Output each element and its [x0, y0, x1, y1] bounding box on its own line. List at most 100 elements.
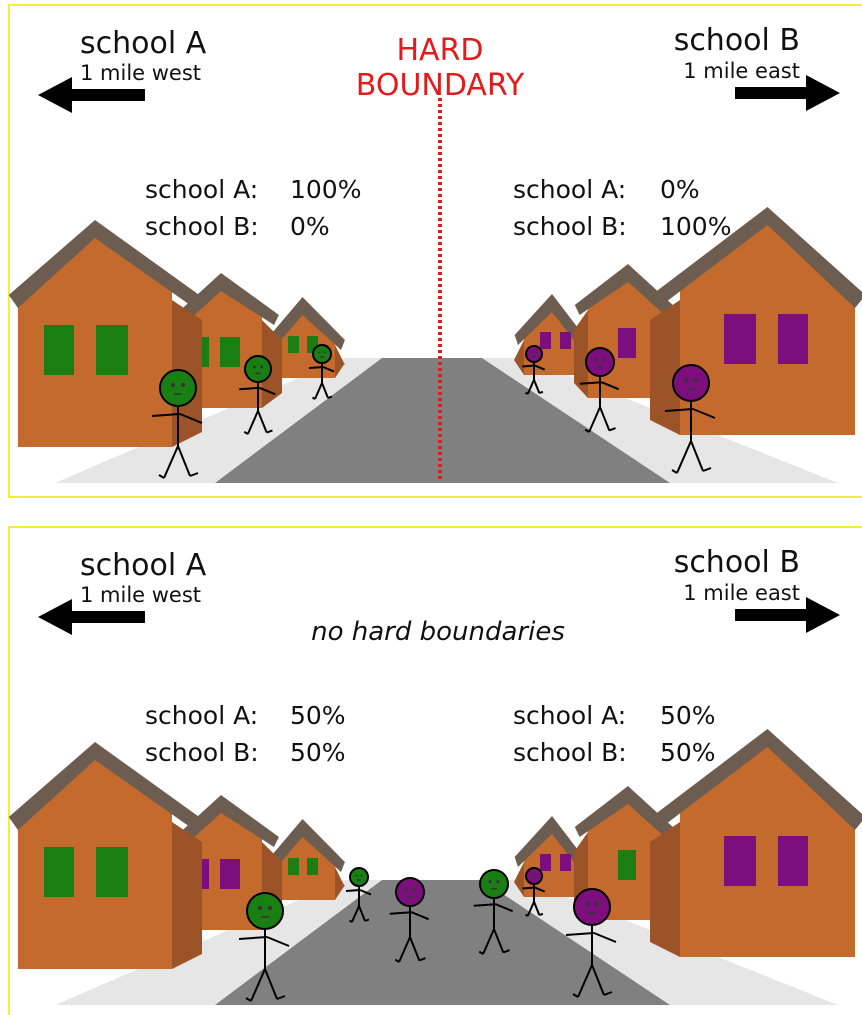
- share-value: 0%: [290, 212, 330, 241]
- eye: [181, 383, 185, 387]
- window: [560, 854, 571, 871]
- share-value: 0%: [660, 175, 700, 204]
- note: no hard boundaries: [311, 617, 565, 647]
- person-limb: [365, 920, 369, 922]
- eye: [405, 888, 408, 891]
- share-label: school A:: [145, 701, 258, 730]
- eye: [356, 875, 358, 877]
- eye: [260, 365, 263, 368]
- person-limb: [522, 366, 534, 367]
- window: [540, 332, 551, 349]
- share-label: school B:: [513, 738, 627, 767]
- person-head: [586, 348, 614, 376]
- window: [220, 337, 240, 367]
- eye: [324, 352, 326, 354]
- school-distance: 1 mile east: [683, 59, 800, 83]
- person-head: [526, 346, 542, 362]
- eye: [535, 874, 537, 876]
- window: [618, 328, 636, 358]
- window: [724, 314, 756, 364]
- share-value: 50%: [660, 701, 716, 730]
- share-label: school B:: [513, 212, 627, 241]
- person-head: [350, 868, 368, 886]
- school-name: school B: [674, 23, 800, 58]
- share-value: 50%: [660, 738, 716, 767]
- person-limb: [539, 392, 543, 393]
- school-name: school A: [80, 26, 207, 61]
- eye: [496, 880, 499, 883]
- person-head: [313, 345, 331, 363]
- window: [288, 858, 299, 875]
- share-label: school B:: [145, 212, 259, 241]
- window: [44, 847, 74, 897]
- eye: [595, 358, 598, 361]
- window: [44, 325, 74, 375]
- school-name: school B: [674, 545, 800, 580]
- person-head: [526, 868, 542, 884]
- eye: [253, 365, 256, 368]
- person-limb: [539, 914, 543, 915]
- window: [96, 325, 128, 375]
- person-limb: [328, 397, 332, 399]
- share-value: 50%: [290, 738, 346, 767]
- share-label: school A:: [513, 175, 626, 204]
- eye: [595, 902, 599, 906]
- school-distance: 1 mile east: [683, 581, 800, 605]
- person-limb: [526, 393, 528, 394]
- person-limb: [313, 398, 316, 400]
- eye: [585, 902, 589, 906]
- share-value: 100%: [660, 212, 731, 241]
- window: [307, 858, 318, 875]
- boundary-label: HARD: [396, 33, 483, 68]
- eye: [602, 358, 605, 361]
- share-value: 100%: [290, 175, 361, 204]
- house-side: [650, 822, 680, 957]
- person-head: [673, 365, 709, 401]
- window: [618, 850, 636, 880]
- person-limb: [526, 915, 528, 916]
- person-limb: [350, 921, 353, 923]
- window: [540, 854, 551, 871]
- share-label: school A:: [513, 701, 626, 730]
- window: [560, 332, 571, 349]
- eye: [489, 880, 492, 883]
- window: [220, 859, 240, 889]
- person-limb: [309, 367, 323, 368]
- school-distance: 1 mile west: [80, 61, 201, 85]
- eye: [361, 875, 363, 877]
- eye: [531, 352, 533, 354]
- person-limb: [346, 890, 360, 891]
- window: [778, 836, 808, 886]
- house-side: [172, 822, 202, 969]
- person-head: [480, 870, 508, 898]
- person-head: [160, 370, 196, 406]
- eye: [171, 383, 175, 387]
- window: [724, 836, 756, 886]
- eye: [258, 906, 262, 910]
- person-head: [574, 889, 610, 925]
- eye: [694, 378, 698, 382]
- panel: school A1 mile west school B1 mile east HA…: [9, 5, 862, 497]
- boundary-label: BOUNDARY: [356, 68, 525, 103]
- person-head: [247, 893, 283, 929]
- school-distance: 1 mile west: [80, 583, 201, 607]
- school-name: school A: [80, 548, 207, 583]
- person-limb: [522, 888, 534, 889]
- window: [288, 336, 299, 353]
- share-label: school B:: [145, 738, 259, 767]
- eye: [531, 874, 533, 876]
- person-head: [245, 356, 271, 382]
- eye: [268, 906, 272, 910]
- share-value: 50%: [290, 701, 346, 730]
- house-side: [650, 300, 680, 435]
- panel: school A1 mile west school B1 mile east no…: [9, 527, 862, 1015]
- window: [96, 847, 128, 897]
- share-label: school A:: [145, 175, 258, 204]
- person-head: [396, 878, 424, 906]
- window: [778, 314, 808, 364]
- eye: [412, 888, 415, 891]
- eye: [319, 352, 321, 354]
- eye: [535, 352, 537, 354]
- eye: [684, 378, 688, 382]
- illustration: school A1 mile westschool B1 mile eastHA…: [0, 0, 862, 1015]
